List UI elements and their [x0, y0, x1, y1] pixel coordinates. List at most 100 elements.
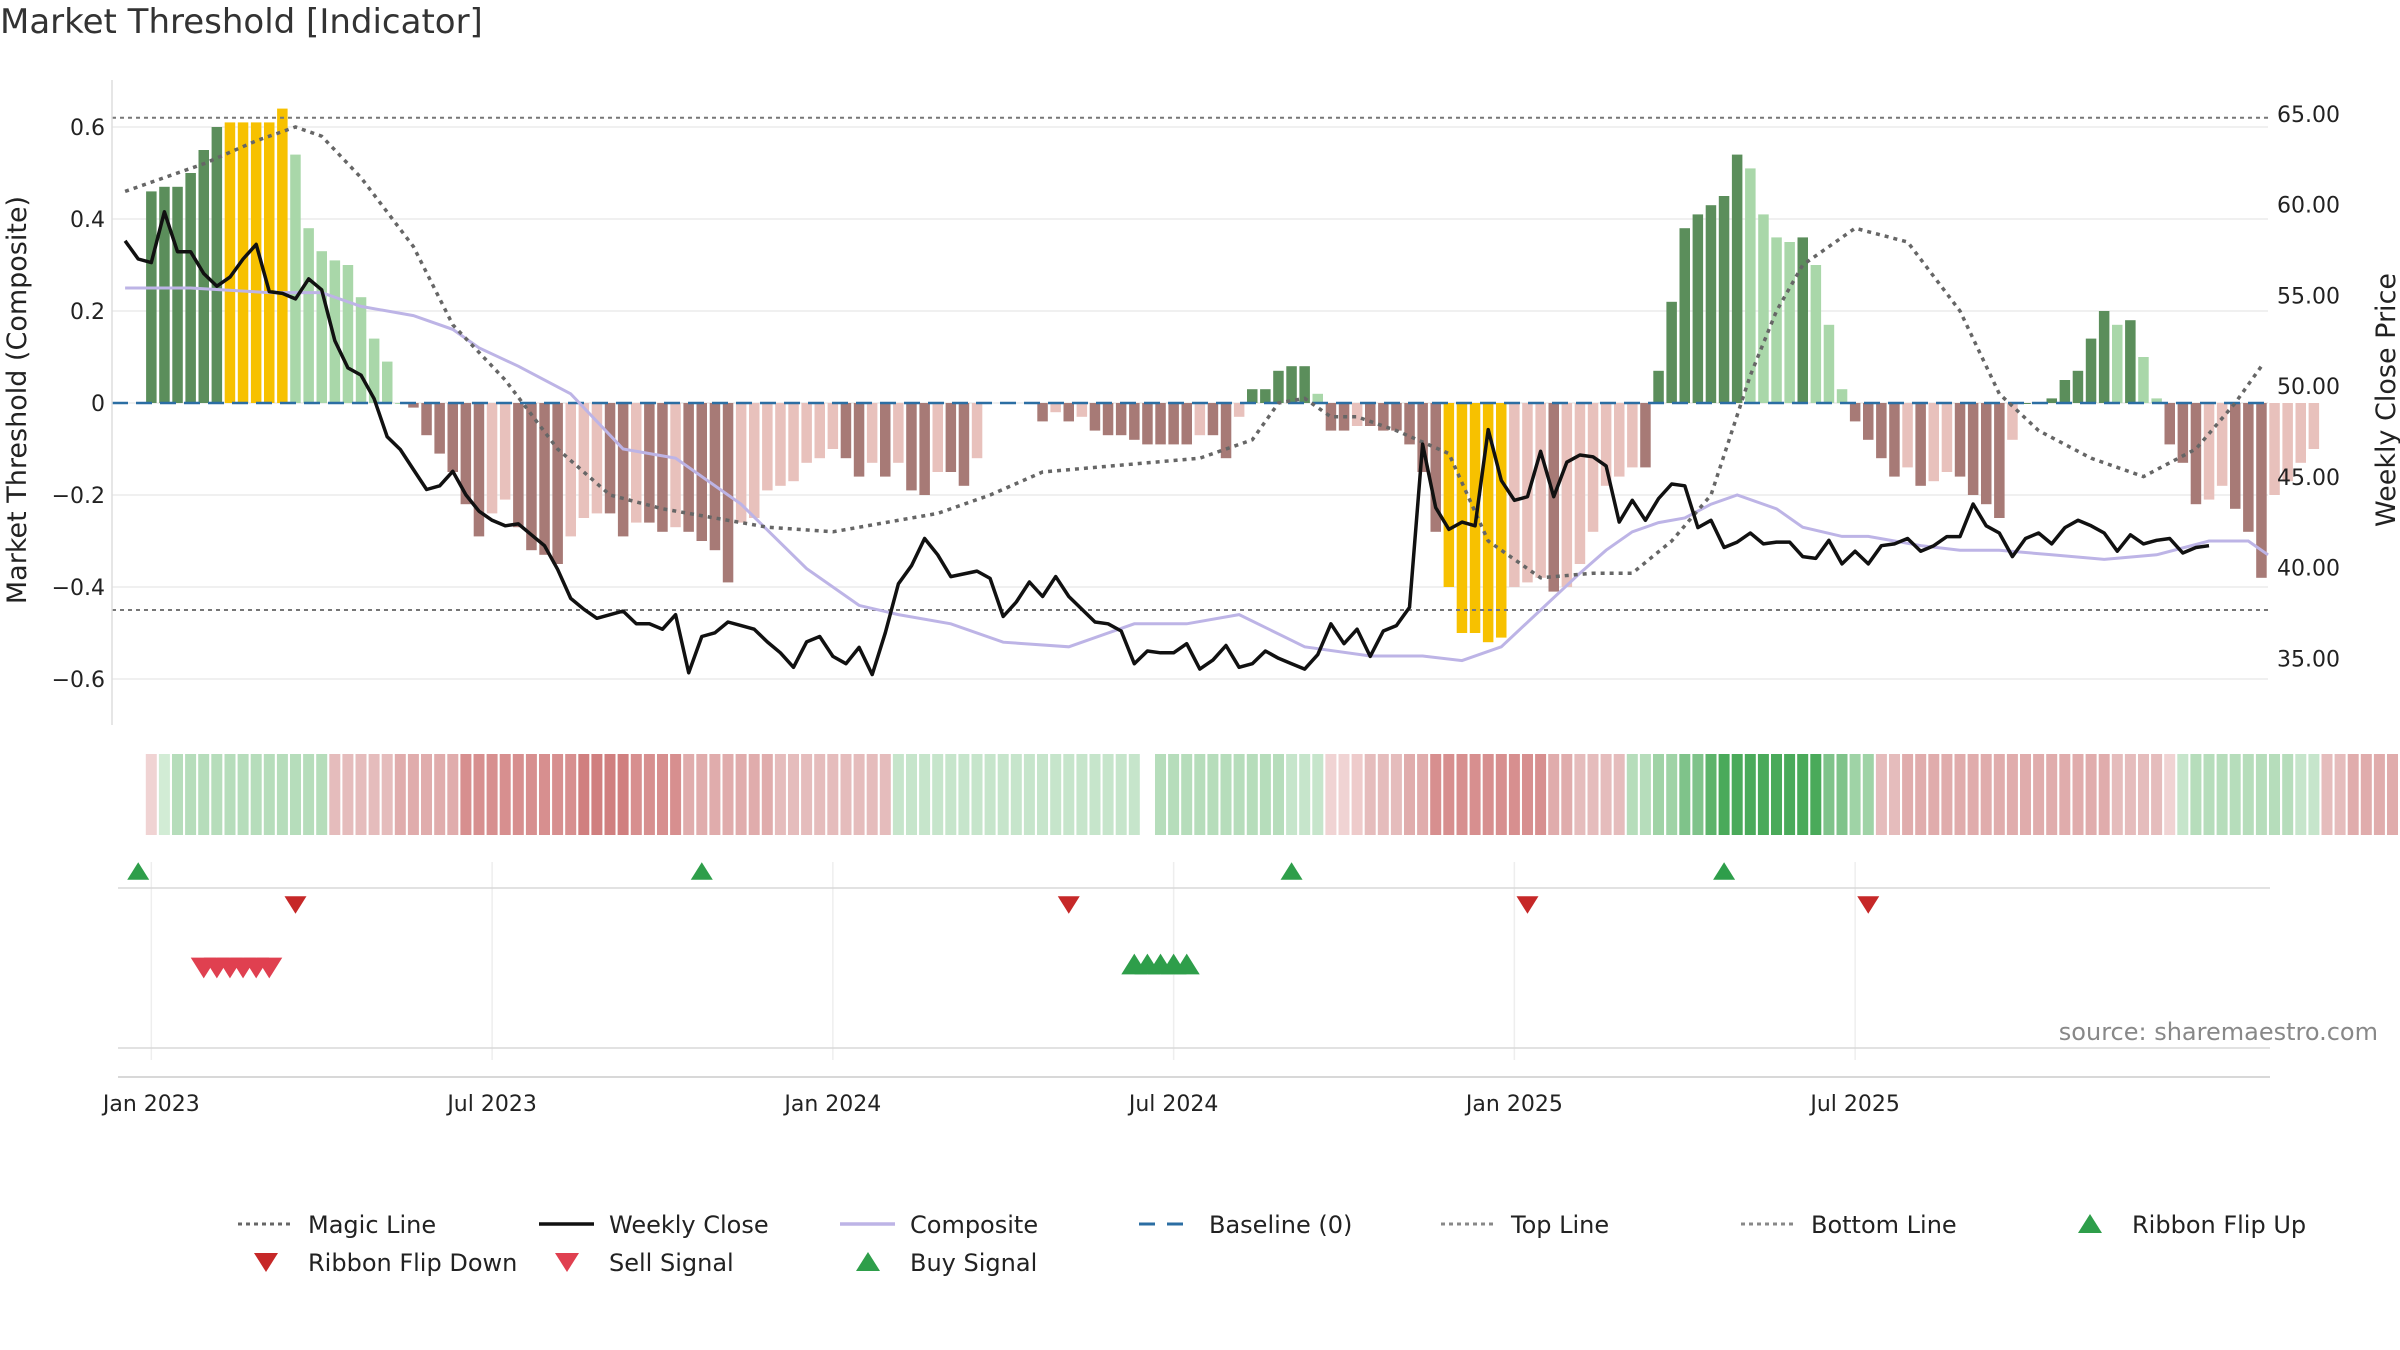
ribbon-cell	[1417, 754, 1429, 835]
ribbon-cell	[473, 754, 485, 835]
composite-bar	[749, 403, 760, 518]
legend: Magic Line Weekly Close Composite Baseline …	[238, 1211, 2306, 1277]
composite-bar	[2190, 403, 2202, 505]
composite-bar	[1037, 403, 1048, 422]
ribbon-cell	[788, 754, 799, 835]
composite-bar	[342, 265, 354, 403]
magic-line	[124, 125, 2263, 580]
series-lines	[112, 116, 2269, 677]
ribbon-cell	[1771, 754, 1782, 835]
composite-bar	[906, 403, 917, 491]
ribbon-cell	[290, 754, 301, 835]
ribbon-cell	[840, 754, 852, 835]
composite-bar	[2125, 320, 2136, 403]
composite-bar	[1496, 403, 1507, 638]
composite-bar	[1482, 403, 1494, 643]
composite-bar	[2151, 398, 2162, 403]
ribbon-cell	[2321, 754, 2333, 835]
ribbon-cell	[1954, 754, 1966, 835]
composite-bar	[316, 251, 327, 403]
legend-item: Ribbon Flip Down	[254, 1249, 517, 1277]
ribbon-flip-down-marker	[1857, 896, 1880, 914]
ribbon-flip-up-marker	[127, 862, 150, 880]
legend-label: Ribbon Flip Down	[308, 1249, 517, 1277]
ribbon-cell	[368, 754, 380, 835]
composite-bar	[1653, 370, 1664, 403]
composite-bar	[696, 403, 707, 541]
y-left-axis-label: Market Threshold (Composite)	[2, 196, 33, 604]
legend-label: Baseline (0)	[1209, 1211, 1352, 1239]
ribbon-cell	[971, 754, 983, 835]
ribbon-cell	[604, 754, 616, 835]
legend-label: Buy Signal	[910, 1249, 1037, 1277]
ribbon-cell	[1430, 754, 1442, 835]
composite-bar	[2046, 398, 2057, 403]
sell-signal-marker	[256, 957, 283, 979]
composite-bar	[264, 122, 275, 404]
ribbon-cell	[1168, 754, 1180, 835]
ribbon-cell	[1155, 754, 1166, 835]
ribbon-cell	[827, 754, 839, 835]
legend-item: Magic Line	[238, 1211, 436, 1239]
ribbon-cell	[2085, 754, 2097, 835]
composite-bar	[1050, 403, 1061, 413]
x-tick-label: Jul 2023	[445, 1092, 537, 1117]
ribbon-cell	[814, 754, 826, 835]
ribbon-cell	[761, 754, 773, 835]
composite-bar	[1365, 403, 1376, 426]
ribbon-cell	[2098, 754, 2110, 835]
ribbon-cell	[2046, 754, 2058, 835]
composite-bar	[880, 403, 891, 477]
ribbon-cell	[512, 754, 524, 835]
composite-bar	[1705, 205, 1717, 403]
ribbon-cell	[394, 754, 406, 835]
chart-title: Market Threshold [Indicator]	[0, 2, 483, 42]
ribbon-cell	[1037, 754, 1048, 835]
ribbon-cell	[722, 754, 734, 835]
ribbon-cell	[866, 754, 878, 835]
composite-bar	[2007, 403, 2018, 440]
ribbon-cell	[1797, 754, 1809, 835]
ribbon-cell	[1757, 754, 1769, 835]
ribbon-cell	[853, 754, 865, 835]
ribbon-cell	[906, 754, 917, 835]
composite-bar	[303, 228, 314, 403]
legend-item: Composite	[840, 1211, 1038, 1239]
composite-bar	[2269, 403, 2280, 495]
composite-bar	[578, 403, 590, 518]
ribbon-cell	[2347, 754, 2359, 835]
ribbon-cell	[2242, 754, 2254, 835]
ribbon-cell	[1390, 754, 1402, 835]
ribbon-cell	[2190, 754, 2202, 835]
y-left-tick-label: −0.4	[52, 576, 105, 601]
ribbon-cell	[1836, 754, 1848, 835]
composite-bar	[1692, 214, 1704, 403]
ribbon-cell	[1194, 754, 1206, 835]
composite-bar	[211, 127, 223, 403]
composite-bar	[1417, 403, 1428, 472]
axes: 0.6 0.4 0.2 0 −0.2 −0.4 −0.6 65.00 60.00 55.00 50.…	[2, 80, 2400, 1117]
ribbon-cell	[1692, 754, 1704, 835]
composite-bar	[421, 403, 432, 436]
composite-bar	[565, 403, 576, 537]
composite-bar	[1600, 403, 1612, 486]
composite-bar	[277, 108, 288, 403]
legend-item: Bottom Line	[1741, 1211, 1957, 1239]
composite-bar	[434, 403, 445, 454]
ribbon-cell	[539, 754, 550, 835]
composite-bar	[2177, 403, 2189, 463]
composite-bar	[198, 150, 209, 403]
ribbon-cell	[1823, 754, 1835, 835]
ribbon-cell	[1718, 754, 1730, 835]
ribbon-cell	[1469, 754, 1481, 835]
composite-bar	[1299, 366, 1310, 403]
composite-bar	[1443, 403, 1455, 587]
ribbon-cell	[2282, 754, 2294, 835]
ribbon-cell	[1561, 754, 1573, 835]
ribbon-cell	[1639, 754, 1651, 835]
composite-bar	[1823, 324, 1835, 403]
composite-bar	[762, 403, 773, 491]
ribbon-cell	[1299, 754, 1311, 835]
composite-bar	[1836, 389, 1848, 403]
ribbon-cell	[1273, 754, 1284, 835]
